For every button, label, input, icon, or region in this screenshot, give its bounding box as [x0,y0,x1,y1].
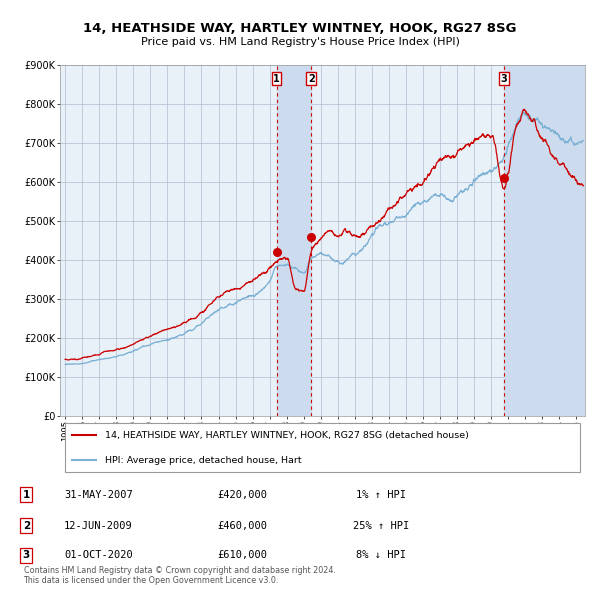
Text: 2: 2 [308,74,314,84]
Text: £460,000: £460,000 [217,520,268,530]
Text: 31-MAY-2007: 31-MAY-2007 [64,490,133,500]
Text: 3: 3 [500,74,508,84]
Text: 3: 3 [23,550,30,560]
Bar [504,65,585,416]
Text: Price paid vs. HM Land Registry's House Price Index (HPI): Price paid vs. HM Land Registry's House … [140,37,460,47]
Text: HPI: Average price, detached house, Hart: HPI: Average price, detached house, Hart [104,456,301,465]
Text: 1: 1 [273,74,280,84]
Bar [277,65,311,416]
Text: 25% ↑ HPI: 25% ↑ HPI [353,520,409,530]
Text: 1: 1 [23,490,30,500]
Text: 2: 2 [23,520,30,530]
Text: £610,000: £610,000 [217,550,268,560]
Text: £420,000: £420,000 [217,490,268,500]
Text: 14, HEATHSIDE WAY, HARTLEY WINTNEY, HOOK, RG27 8SG (detached house): 14, HEATHSIDE WAY, HARTLEY WINTNEY, HOOK… [104,431,469,440]
Text: 12-JUN-2009: 12-JUN-2009 [64,520,133,530]
Text: 14, HEATHSIDE WAY, HARTLEY WINTNEY, HOOK, RG27 8SG: 14, HEATHSIDE WAY, HARTLEY WINTNEY, HOOK… [83,22,517,35]
FancyBboxPatch shape [65,424,580,472]
Text: Contains HM Land Registry data © Crown copyright and database right 2024.
This d: Contains HM Land Registry data © Crown c… [23,566,335,585]
Text: 8% ↓ HPI: 8% ↓ HPI [356,550,406,560]
Text: 01-OCT-2020: 01-OCT-2020 [64,550,133,560]
Text: 1% ↑ HPI: 1% ↑ HPI [356,490,406,500]
